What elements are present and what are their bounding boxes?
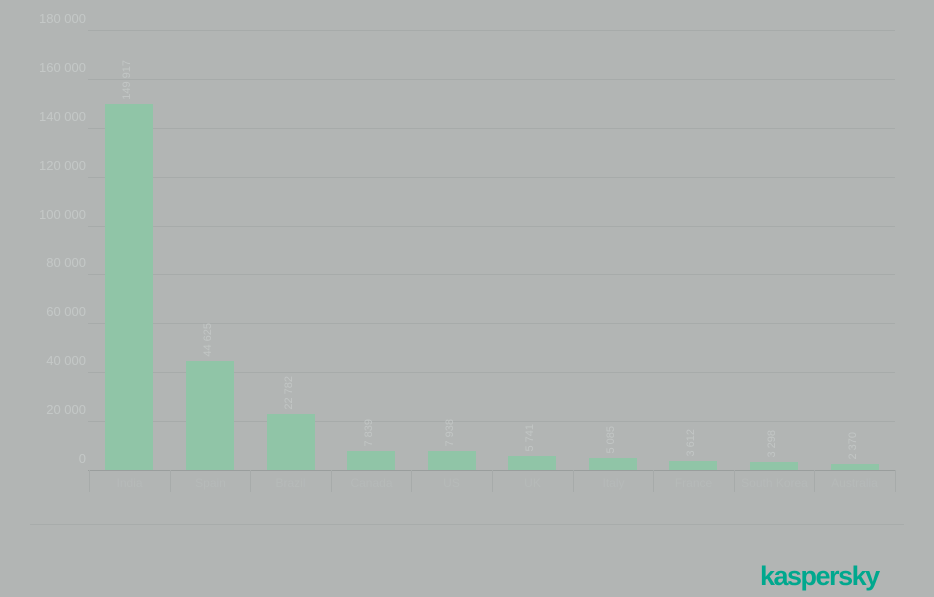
category-tick	[331, 470, 332, 492]
bar-value-label: 5 085	[605, 426, 617, 454]
y-tick-label: 60 000	[46, 304, 86, 319]
bar-value-label: 7 938	[444, 419, 456, 447]
gridline	[88, 30, 895, 31]
category-tick	[411, 470, 412, 492]
y-tick-label: 160 000	[39, 60, 86, 75]
category-tick	[895, 470, 896, 492]
x-tick-label: South Korea	[741, 476, 808, 490]
bar-value-label: 7 839	[363, 419, 375, 447]
category-tick	[250, 470, 251, 492]
bar-value-label: 44 625	[202, 323, 214, 357]
category-tick	[814, 470, 815, 492]
bar-france	[669, 461, 717, 470]
y-tick-label: 20 000	[46, 402, 86, 417]
bar-value-label: 3 298	[766, 430, 778, 458]
y-tick-label: 180 000	[39, 11, 86, 26]
bar-brazil	[267, 414, 315, 470]
bar-value-label: 3 612	[685, 429, 697, 457]
y-tick-label: 40 000	[46, 353, 86, 368]
gridline	[88, 372, 895, 373]
y-tick-label: 80 000	[46, 255, 86, 270]
category-tick	[170, 470, 171, 492]
x-axis-line	[88, 470, 895, 471]
bar-canada	[347, 451, 395, 470]
y-tick-label: 0	[78, 451, 86, 466]
y-tick-label: 100 000	[39, 207, 86, 222]
x-tick-label: India	[116, 476, 143, 490]
category-tick	[89, 470, 90, 492]
gridline	[88, 79, 895, 80]
category-tick	[492, 470, 493, 492]
y-tick-label: 120 000	[39, 158, 86, 173]
bar-uk	[508, 456, 556, 470]
bar-italy	[589, 458, 637, 470]
gridline	[88, 226, 895, 227]
bar-us	[428, 451, 476, 470]
y-tick-label: 140 000	[39, 109, 86, 124]
bar-value-label: 22 782	[283, 376, 295, 410]
x-tick-label: Canada	[350, 476, 393, 490]
x-tick-label: Australia	[831, 476, 878, 490]
bar-value-label: 149 917	[121, 60, 133, 100]
bar-australia	[831, 464, 879, 470]
bar-spain	[186, 361, 234, 470]
category-tick	[734, 470, 735, 492]
gridline	[88, 274, 895, 275]
bar-value-label: 5 741	[524, 424, 536, 452]
bar-india	[105, 104, 153, 470]
bar-south-korea	[750, 462, 798, 470]
x-tick-label: Brazil	[275, 476, 306, 490]
gridline	[88, 128, 895, 129]
x-tick-label: Italy	[602, 476, 625, 490]
gridline	[88, 177, 895, 178]
gridline	[88, 323, 895, 324]
kaspersky-logo: kaspersky	[760, 561, 880, 591]
x-tick-label: France	[674, 476, 713, 490]
bar-value-label: 2 370	[847, 432, 859, 460]
x-tick-label: UK	[524, 476, 541, 490]
gridline	[88, 421, 895, 422]
category-tick	[653, 470, 654, 492]
footer-divider	[30, 524, 904, 525]
x-tick-label: Spain	[195, 476, 226, 490]
x-tick-label: US	[443, 476, 460, 490]
category-tick	[573, 470, 574, 492]
